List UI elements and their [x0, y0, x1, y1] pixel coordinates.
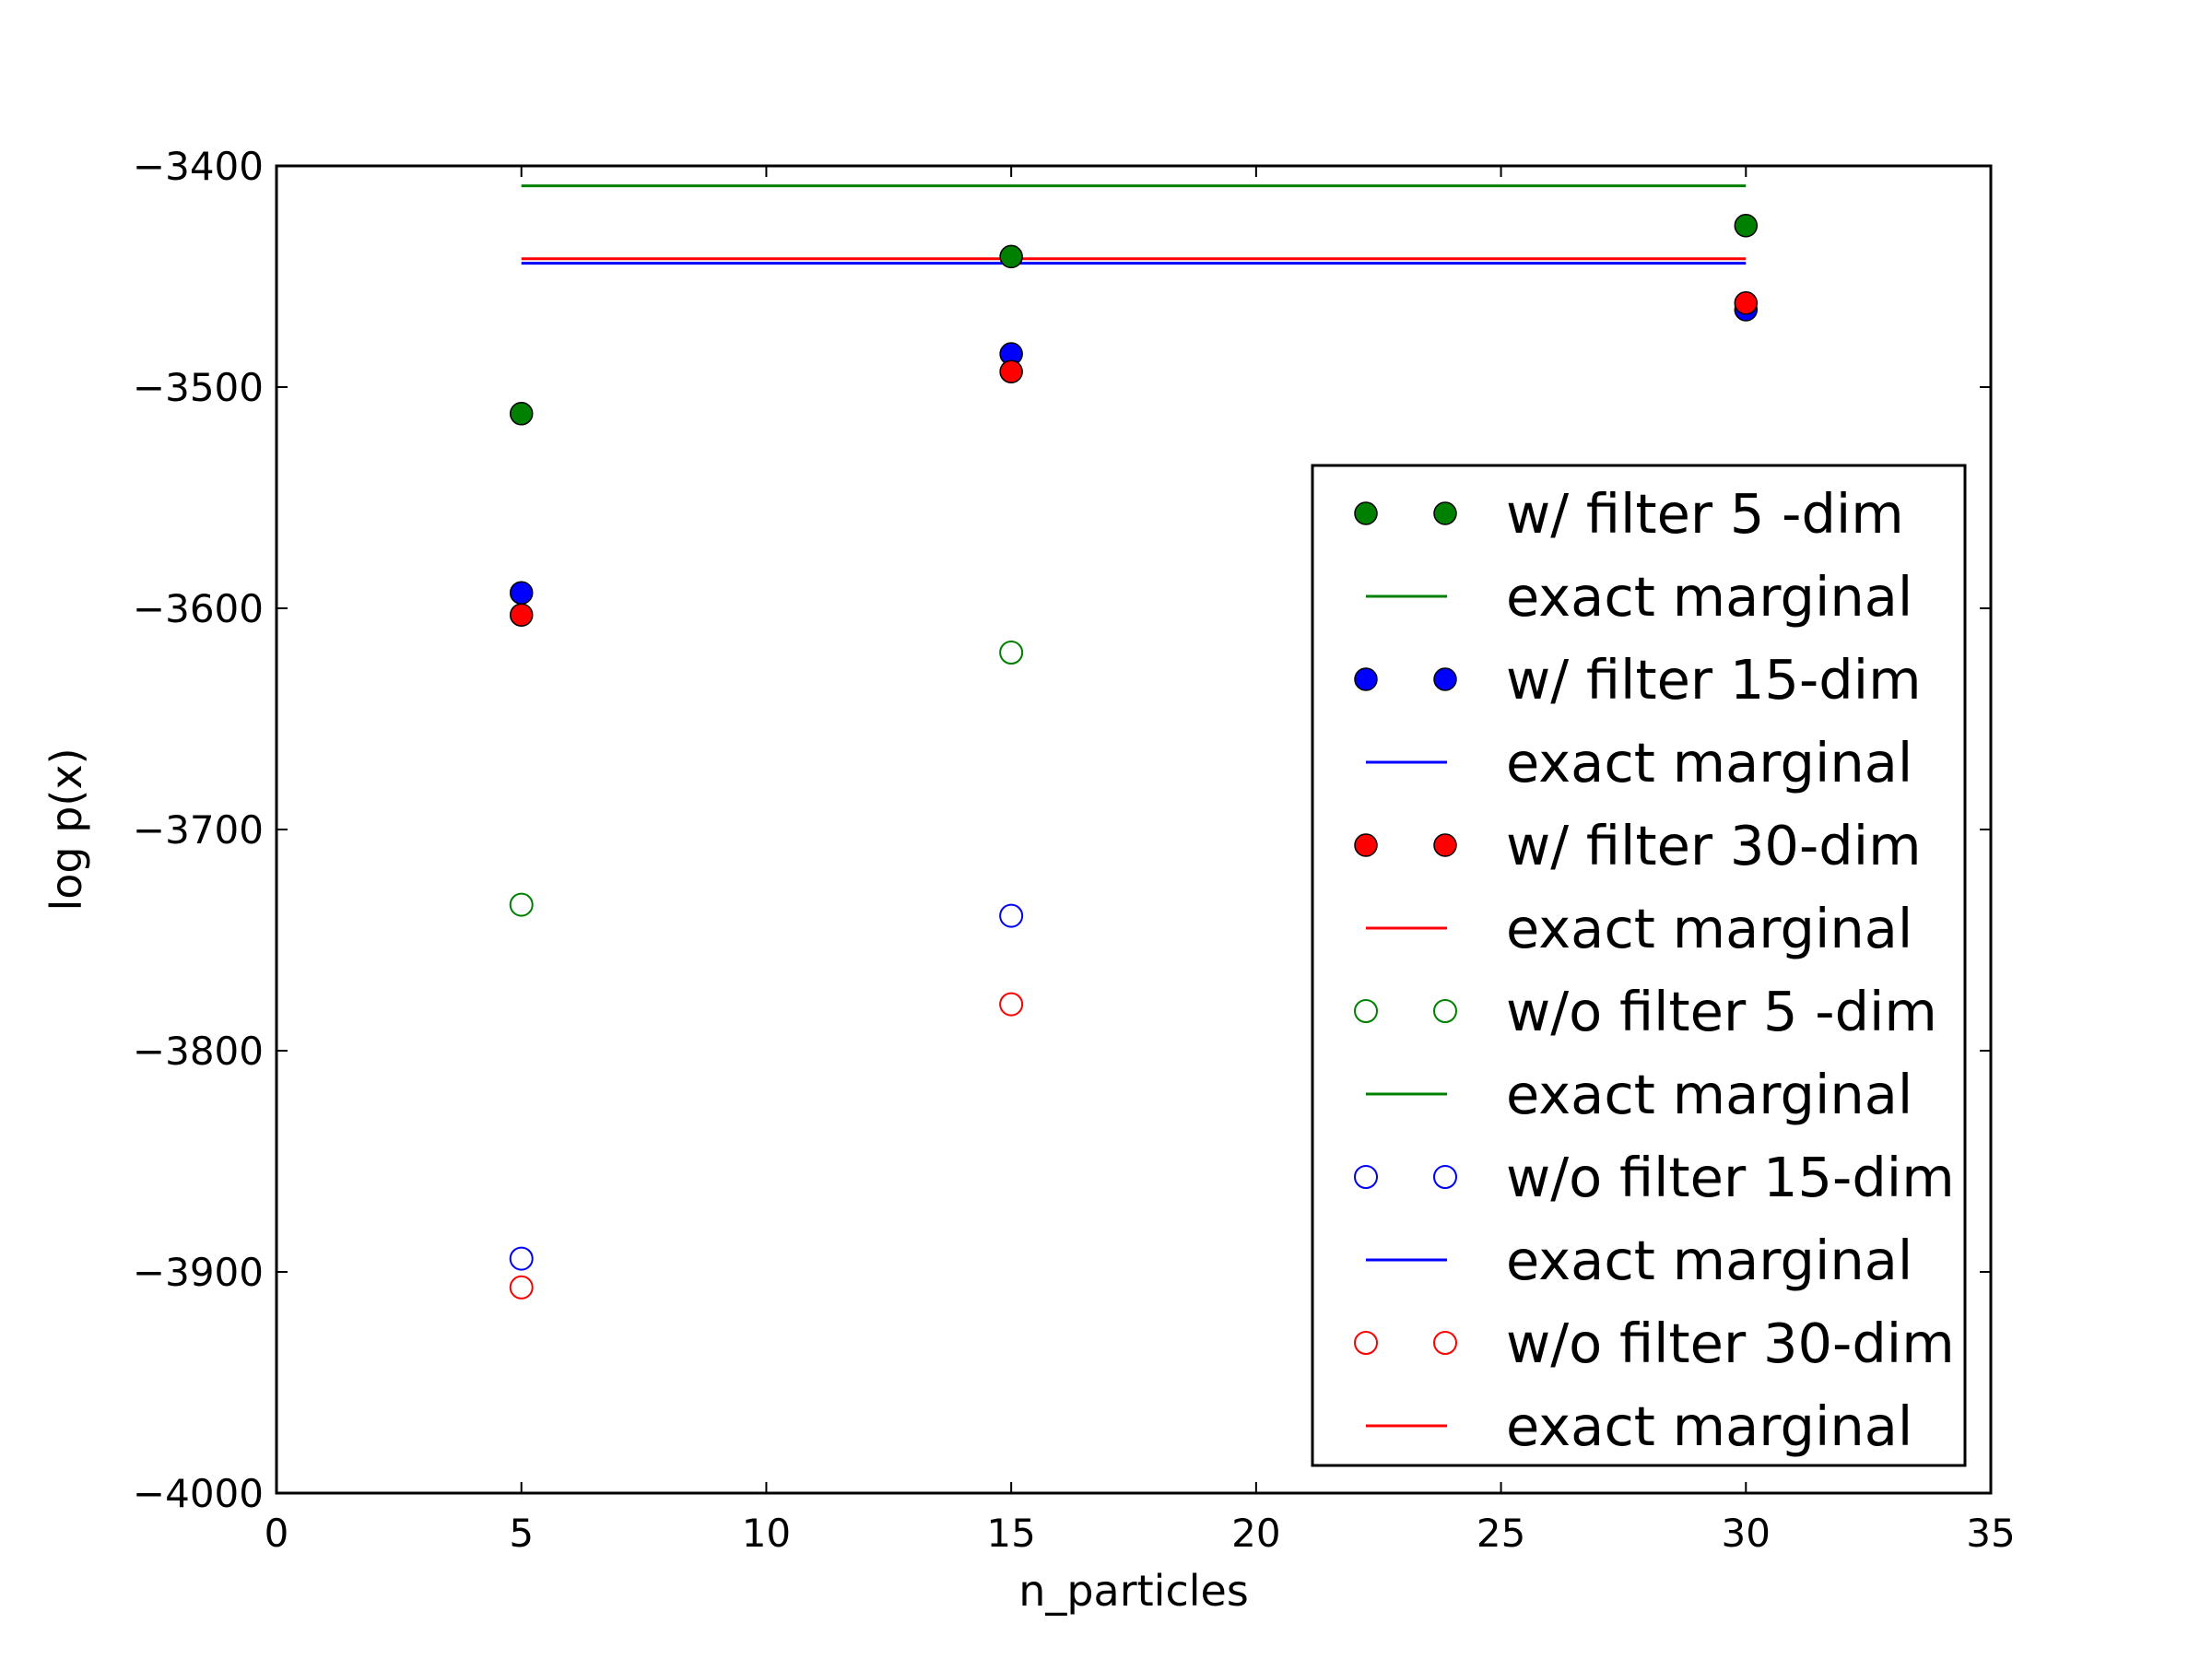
lines-layer: [521, 184, 1747, 265]
legend-label: w/ filter 15-dim: [1506, 648, 1922, 712]
points-layer: [509, 214, 1759, 1300]
y-tick-label: −3700: [133, 807, 264, 853]
ticks-layer: 0 5 10 15 20 25 30 35 −4000 −3900 −3800 −3700 −3600 −…: [133, 144, 2016, 1556]
legend-label: exact marginal: [1506, 1229, 1912, 1292]
legend-label: exact marginal: [1506, 1063, 1912, 1126]
x-tick-label: 5: [509, 1511, 534, 1556]
legend-marker: [1354, 667, 1378, 691]
y-tick-label: −3800: [133, 1029, 264, 1074]
x-tick-label: 25: [1477, 1511, 1525, 1556]
legend-label: w/o filter 15-dim: [1506, 1146, 1955, 1209]
data-point-hollow: [999, 903, 1024, 928]
data-point-filled: [1734, 291, 1759, 315]
x-axis-label: n_particles: [1018, 1566, 1249, 1616]
data-point-filled: [1734, 214, 1759, 238]
y-tick-label: −3600: [133, 586, 264, 631]
legend-label: exact marginal: [1506, 897, 1912, 960]
legend-marker: [1433, 999, 1457, 1023]
legend-label: w/ filter 5 -dim: [1506, 482, 1904, 546]
data-point-filled: [509, 581, 534, 605]
legend-label: exact marginal: [1506, 565, 1912, 629]
legend-marker: [1433, 1165, 1457, 1189]
legend-marker: [1354, 1165, 1378, 1189]
legend-frame: [1311, 464, 1967, 1467]
data-point-filled: [999, 244, 1023, 269]
x-tick-label: 20: [1231, 1511, 1280, 1556]
x-tick-label: 15: [986, 1511, 1035, 1556]
y-axis-label: log p(x): [41, 747, 91, 911]
x-tick-label: 0: [265, 1511, 289, 1556]
y-tick-label: −3400: [133, 144, 264, 189]
data-point-hollow: [999, 641, 1024, 665]
legend-marker: [1354, 999, 1378, 1023]
legend-label: w/o filter 5 -dim: [1506, 980, 1937, 1043]
data-point-hollow: [509, 1275, 534, 1300]
data-point-hollow: [509, 1246, 534, 1271]
legend-marker: [1354, 1331, 1378, 1355]
data-point-filled: [999, 359, 1023, 383]
data-point-hollow: [509, 892, 534, 917]
legend-marker: [1354, 833, 1378, 857]
legend-marker: [1433, 667, 1457, 691]
legend-marker: [1433, 1331, 1457, 1355]
x-tick-label: 35: [1966, 1511, 2015, 1556]
x-tick-label: 10: [742, 1511, 791, 1556]
x-tick-label: 30: [1722, 1511, 1771, 1556]
y-tick-label: −3900: [133, 1250, 264, 1295]
legend-label: w/ filter 30-dim: [1506, 814, 1922, 877]
legend-marker: [1433, 833, 1457, 857]
legend-marker: [1433, 501, 1457, 525]
data-point-filled: [509, 603, 534, 627]
legend-marker: [1354, 501, 1378, 525]
legend: w/ filter 5 -dim exact marginal w/ filter …: [1311, 464, 1967, 1467]
y-tick-label: −4000: [133, 1471, 264, 1516]
legend-label: exact marginal: [1506, 1394, 1912, 1458]
data-point-filled: [509, 402, 534, 426]
legend-label: w/o filter 30-dim: [1506, 1312, 1955, 1375]
data-point-hollow: [999, 992, 1024, 1017]
legend-label: exact marginal: [1506, 731, 1912, 794]
y-tick-label: −3500: [133, 365, 264, 410]
